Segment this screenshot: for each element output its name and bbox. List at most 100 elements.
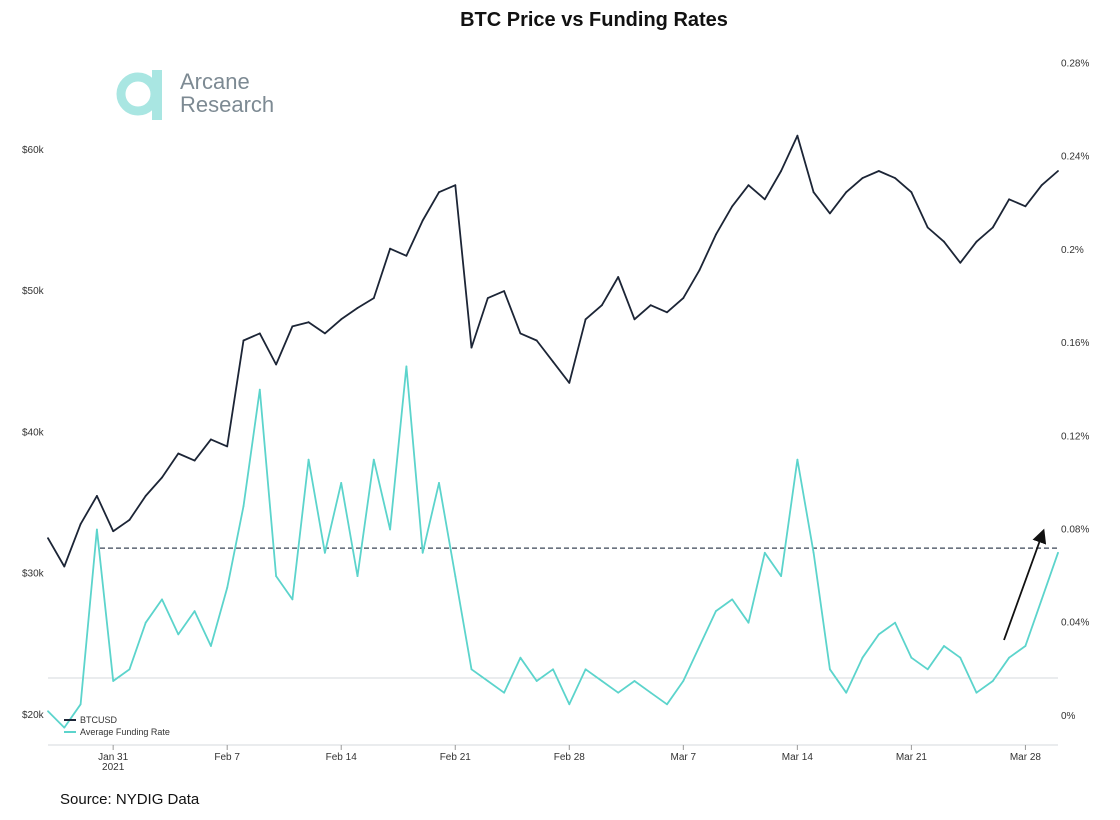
y-left-axis: $20k $30k $40k $50k $60k [22, 145, 45, 721]
btcusd-point [1008, 198, 1010, 201]
funding-rate-point [177, 633, 180, 636]
btcusd-point [1024, 205, 1027, 208]
x-tick-label: Feb 14 [326, 752, 358, 763]
y-left-tick-label: $50k [22, 286, 45, 297]
funding-rate-point [568, 703, 571, 706]
chart-title: BTC Price vs Funding Rates [460, 9, 728, 31]
funding-rate-point [112, 680, 115, 682]
btcusd-point [959, 261, 962, 264]
funding-rate-point [698, 645, 701, 647]
btcusd-point [405, 254, 408, 257]
logo-line2: Research [180, 92, 274, 117]
btcusd-point [731, 205, 734, 208]
btcusd-point [438, 191, 440, 194]
funding-rate-point [275, 575, 277, 577]
funding-rate-point [144, 621, 147, 624]
btcusd-point [193, 459, 196, 462]
x-axis: Jan 31 Feb 7 Feb 14 Feb 21 Feb 28 Mar 7 Mar 14… [98, 745, 1041, 773]
btcusd-point [503, 290, 505, 292]
funding-rate-point [340, 482, 343, 484]
x-tick-label: Mar 28 [1010, 752, 1042, 763]
y-right-tick-label: 0.28% [1061, 58, 1089, 69]
btcusd-point [96, 495, 98, 497]
funding-rate-point [454, 575, 457, 577]
funding-rate-point [535, 680, 538, 682]
btcusd-point [894, 177, 896, 180]
funding-rate-point [1040, 598, 1043, 601]
funding-rate-point [47, 710, 49, 713]
btcusd-point [861, 177, 864, 180]
btcusd-point [79, 523, 82, 525]
x-tick-label: Mar 21 [896, 752, 928, 763]
funding-rate-point [356, 575, 359, 577]
legend-label-btcusd: BTCUSD [80, 715, 118, 725]
funding-rate-point [780, 575, 782, 577]
btcusd-point [796, 134, 799, 137]
btcusd-point [845, 191, 848, 194]
btcusd-point [389, 247, 391, 250]
btcusd-point [943, 240, 945, 243]
funding-rate-point [242, 505, 245, 508]
btcusd-point [210, 438, 212, 441]
funding-rate-point [910, 656, 913, 659]
btcusd-point [340, 318, 343, 321]
y-left-tick-label: $20k [22, 710, 45, 721]
funding-rate-point [926, 668, 929, 671]
funding-rate-point [552, 668, 554, 671]
btcusd-point [812, 191, 815, 194]
funding-rate-point [584, 668, 587, 671]
funding-rate-point [389, 528, 391, 531]
funding-rate-point [617, 691, 620, 694]
btcusd-point [63, 565, 66, 568]
btcusd-point [470, 346, 473, 349]
funding-points [47, 365, 1059, 729]
btcusd-point [829, 212, 831, 215]
btcusd-point [649, 304, 652, 307]
y-right-tick-label: 0.24% [1061, 152, 1089, 163]
x-tick-year: 2021 [102, 762, 125, 773]
btcusd-point [877, 170, 880, 172]
btcusd-points [47, 134, 1059, 568]
funding-rate-point [128, 668, 131, 671]
btcusd-point [177, 452, 180, 455]
funding-rate-point [959, 656, 962, 659]
y-right-tick-label: 0% [1061, 711, 1076, 722]
funding-rate-point [991, 680, 994, 682]
funding-rate-point [682, 680, 685, 682]
funding-rate-point [161, 598, 163, 601]
btcusd-point [128, 519, 131, 521]
funding-rate-point [519, 656, 522, 659]
btcusd-point [926, 226, 929, 229]
funding-rate-point [715, 610, 717, 612]
funding-rate-point [861, 656, 864, 659]
funding-rate-point [210, 645, 212, 647]
x-tick-label: Mar 14 [782, 752, 814, 763]
funding-rate-point [731, 598, 734, 601]
btcusd-point [584, 318, 587, 321]
btcusd-point [780, 170, 782, 172]
btcusd-point [1040, 184, 1043, 187]
btcusd-point [421, 219, 424, 222]
funding-rate-point [943, 645, 945, 647]
btcusd-point [356, 307, 359, 309]
funding-rate-point [372, 458, 375, 461]
y-right-tick-label: 0.2% [1061, 245, 1084, 256]
funding-rate-point [503, 691, 505, 694]
btcusd-point [226, 445, 229, 448]
funding-rate-point [63, 726, 66, 729]
funding-rate-point [649, 691, 652, 694]
x-tick-label: Feb 28 [554, 752, 586, 763]
btcusd-point [601, 304, 603, 307]
funding-rate-point [421, 551, 424, 554]
btcusd-point [617, 276, 620, 278]
funding-rate-point [486, 680, 489, 682]
funding-rate-point [307, 458, 310, 461]
x-tick-label: Jan 31 [98, 752, 128, 763]
funding-rate-point [601, 680, 603, 682]
funding-rate-point [291, 598, 294, 601]
funding-rate-point [975, 691, 978, 694]
funding-rate-point [747, 621, 750, 624]
btcusd-point [275, 363, 277, 366]
btcusd-point [486, 297, 489, 299]
funding-rate-point [96, 528, 98, 531]
